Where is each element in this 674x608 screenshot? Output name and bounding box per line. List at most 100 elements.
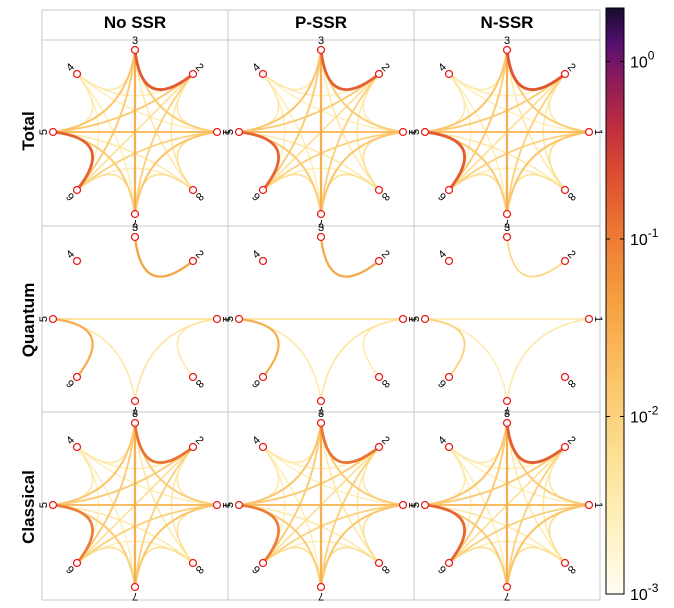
node-6 <box>444 558 454 568</box>
edge-2-7 <box>134 446 194 588</box>
edge-1-6 <box>262 504 404 564</box>
edge-2-7 <box>320 446 380 588</box>
edge-4-1 <box>76 73 218 133</box>
node-2 <box>560 256 570 266</box>
node-6 <box>444 372 454 382</box>
node-label-7: 7 <box>132 404 138 416</box>
node-4 <box>258 69 268 79</box>
node-label-1: 1 <box>406 502 418 508</box>
edge-2-7 <box>506 73 566 215</box>
column-titles: No SSR P-SSR N-SSR <box>104 13 534 32</box>
edge-1-6 <box>76 504 218 564</box>
node-8 <box>188 372 198 382</box>
node-2 <box>374 69 384 79</box>
node-1 <box>398 500 408 510</box>
node-3 <box>130 232 140 242</box>
node-label-7: 7 <box>318 217 324 229</box>
edge-3-5 <box>52 422 136 506</box>
edge-4-7 <box>76 73 136 215</box>
node-label-3: 3 <box>504 35 510 47</box>
node-7 <box>130 582 140 592</box>
node-3 <box>130 45 140 55</box>
edge-3-5 <box>238 422 322 506</box>
edge-4-7 <box>262 446 322 588</box>
edge-1-6 <box>448 504 590 564</box>
node-1 <box>398 314 408 324</box>
edge-2-3 <box>319 421 381 464</box>
node-label-5: 5 <box>224 129 236 135</box>
node-2 <box>374 442 384 452</box>
edge-1-7 <box>320 504 404 588</box>
node-4 <box>444 442 454 452</box>
edge-5-6 <box>51 130 95 192</box>
node-label-1: 1 <box>406 316 418 322</box>
edge-1-6 <box>76 131 218 191</box>
node-6 <box>258 185 268 195</box>
node-3 <box>502 232 512 242</box>
colorbar-gradient <box>605 7 625 595</box>
node-label-5: 5 <box>410 316 422 322</box>
node-label-7: 7 <box>318 590 324 602</box>
edge-1-7 <box>320 131 404 215</box>
node-7 <box>502 582 512 592</box>
node-7 <box>130 396 140 406</box>
edge-5-6 <box>424 318 466 378</box>
node-8 <box>560 558 570 568</box>
edge-6-5 <box>52 318 94 378</box>
node-1 <box>584 314 594 324</box>
edge-2-3 <box>505 421 567 465</box>
node-label-3: 3 <box>504 408 510 420</box>
node-4 <box>258 442 268 452</box>
edge-4-7 <box>262 73 322 215</box>
edge-4-7 <box>448 446 508 588</box>
edge-1-7 <box>506 504 590 588</box>
node-1 <box>584 127 594 137</box>
node-2 <box>188 69 198 79</box>
edge-4-1 <box>262 73 404 133</box>
edge-4-1 <box>262 446 404 506</box>
node-3 <box>316 45 326 55</box>
edge-1-8 <box>176 318 218 378</box>
row-titles: Total Quantum Classical <box>19 111 38 544</box>
node-3 <box>316 232 326 242</box>
edge-2-3 <box>319 235 381 278</box>
edge-4-7 <box>76 446 136 588</box>
node-6 <box>72 185 82 195</box>
node-2 <box>188 442 198 452</box>
node-label-7: 7 <box>132 590 138 602</box>
node-label-1: 1 <box>406 129 418 135</box>
node-7 <box>502 209 512 219</box>
node-6 <box>72 372 82 382</box>
node-label-3: 3 <box>132 408 138 420</box>
node-8 <box>374 558 384 568</box>
colorbar-tick-label-0: 100 <box>630 48 655 71</box>
edge-3-5 <box>424 49 508 133</box>
node-3 <box>316 418 326 428</box>
edge-5-6 <box>237 130 280 192</box>
edge-1-7 <box>320 318 404 402</box>
node-label-1: 1 <box>592 502 604 508</box>
node-label-5: 5 <box>410 129 422 135</box>
node-7 <box>316 582 326 592</box>
edge-2-3 <box>133 421 195 464</box>
node-8 <box>374 185 384 195</box>
node-label-1: 1 <box>592 316 604 322</box>
edge-5-6 <box>237 317 280 379</box>
node-5 <box>48 314 58 324</box>
column-title-no-ssr: No SSR <box>104 13 166 32</box>
node-7 <box>502 396 512 406</box>
node-4 <box>72 442 82 452</box>
colorbar-tick-label-3: 10-3 <box>630 581 659 604</box>
row-title-total: Total <box>19 111 38 150</box>
node-label-5: 5 <box>38 129 50 135</box>
edge-5-6 <box>51 317 94 379</box>
edge-7-5 <box>424 318 508 402</box>
